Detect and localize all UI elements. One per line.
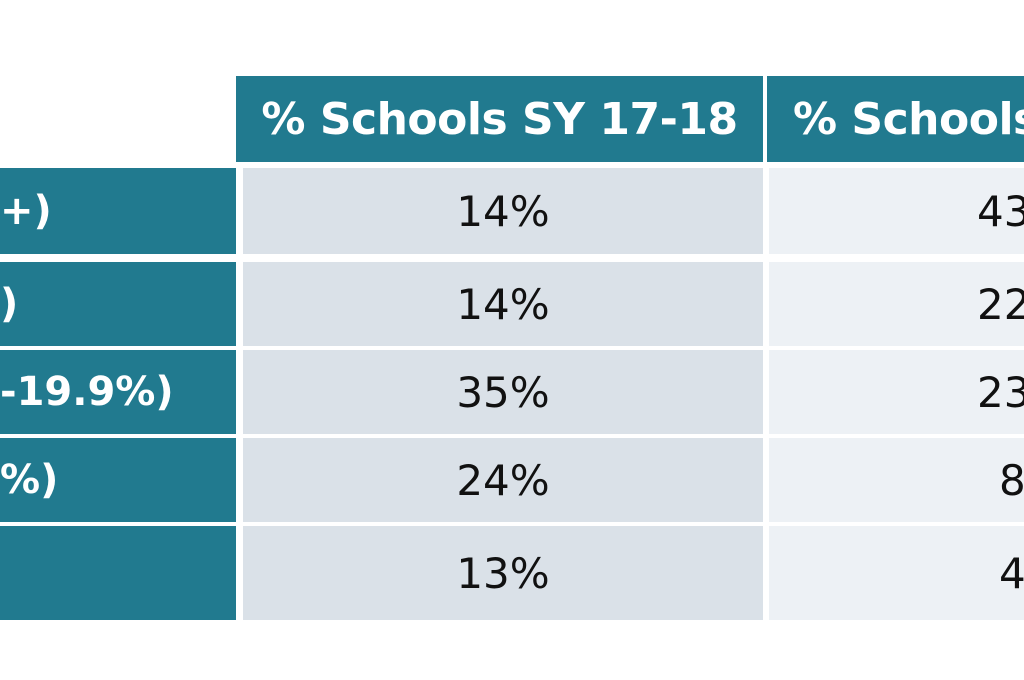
- table-cell-sy1718: 35%: [243, 350, 763, 434]
- table-cell-sy1718: 24%: [243, 438, 763, 522]
- row-label: %): [0, 438, 236, 522]
- table-cell-col2: 22: [769, 262, 1024, 346]
- table-cell-col2: 23: [769, 350, 1024, 434]
- table-cell-sy1718: 13%: [243, 526, 763, 620]
- table-cell-sy1718: 14%: [243, 168, 763, 254]
- row-label: [0, 526, 236, 620]
- row-label: +): [0, 168, 236, 254]
- column-header-schools-2: % Schools: [767, 76, 1024, 162]
- column-header-sy-17-18: % Schools SY 17-18: [236, 76, 763, 162]
- table-cell-sy1718: 14%: [243, 262, 763, 346]
- table-cell-col2: 43: [769, 168, 1024, 254]
- row-label: ): [0, 262, 236, 346]
- row-label: -19.9%): [0, 350, 236, 434]
- table-cell-col2: 8: [769, 438, 1024, 522]
- table-cell-col2: 4: [769, 526, 1024, 620]
